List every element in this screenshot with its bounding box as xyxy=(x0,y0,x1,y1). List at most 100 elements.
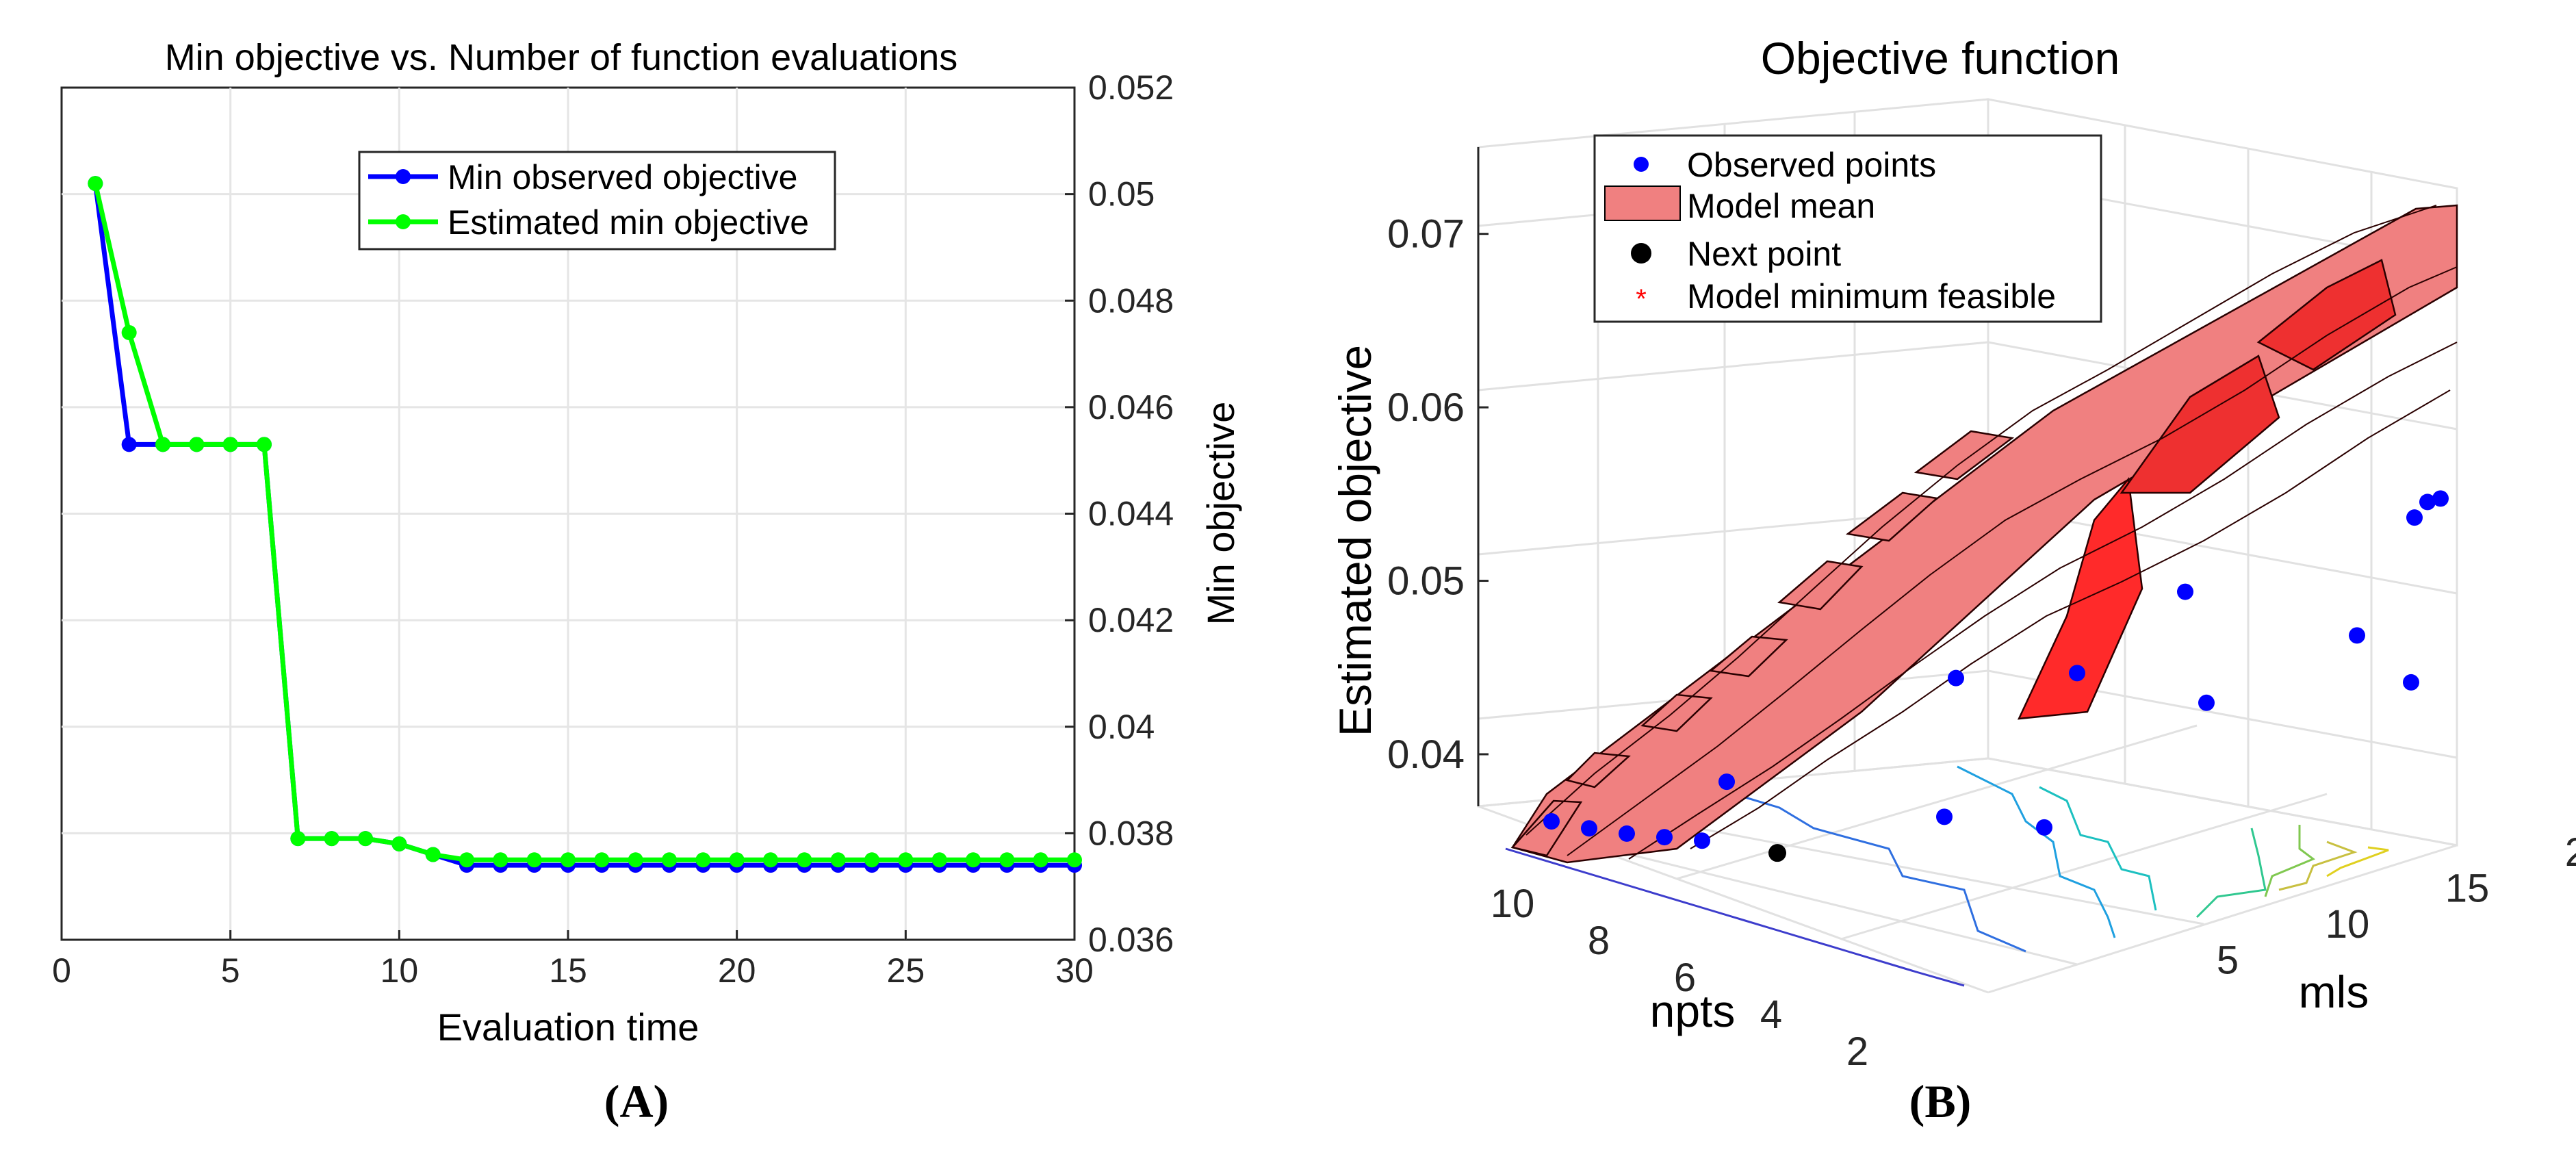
observed-point xyxy=(2069,665,2085,682)
data-point xyxy=(966,852,981,868)
panel-a-legend-box xyxy=(358,151,836,251)
data-point xyxy=(1033,852,1048,868)
y-tick-label: 0.052 xyxy=(1088,68,1174,107)
data-point xyxy=(1067,852,1082,868)
panel-a-y-ticks: 0.036 0.038 0.04 0.042 0.044 0.046 0.048 0.05 0.… xyxy=(1065,68,1174,959)
panel-b-mls-axis-label: mls xyxy=(2299,966,2369,1017)
data-point xyxy=(189,437,205,452)
legend-label-observed-points: Observed points xyxy=(1687,146,1936,184)
x-tick-label: 5 xyxy=(221,951,240,990)
legend-patch-model-mean xyxy=(1604,185,1681,221)
z-tick-label: 0.06 xyxy=(1387,385,1465,430)
panel-b-surface-mesh xyxy=(1525,205,2458,860)
series-estimated-min xyxy=(88,176,1082,868)
data-point xyxy=(729,852,745,868)
box-edge xyxy=(1987,757,2458,847)
npts-tick-label: 2 xyxy=(1846,1029,1868,1074)
surface-patch xyxy=(1709,635,1788,678)
legend-label-model-mean: Model mean xyxy=(1687,187,1875,225)
observed-point xyxy=(2406,509,2423,526)
y-tick-label: 0.044 xyxy=(1088,495,1174,533)
data-point xyxy=(594,852,610,868)
mls-tick-label: 20 xyxy=(2565,830,2576,875)
panel-b-z-ticks: 0.04 0.05 0.06 0.07 xyxy=(1387,212,1489,777)
contour-line xyxy=(2326,846,2389,877)
surface-patch xyxy=(2017,476,2143,720)
y-tick-label: 0.046 xyxy=(1088,388,1174,426)
panel-b-mls-ticks: 5 10 15 20 xyxy=(2217,830,2576,983)
panel-b-legend-box xyxy=(1593,134,2102,323)
observed-point xyxy=(1718,773,1735,791)
mls-tick-label: 15 xyxy=(2445,867,2490,911)
observed-point xyxy=(2349,627,2365,644)
panel-b-label: (B) xyxy=(1909,1075,1972,1127)
observed-point xyxy=(2403,674,2419,691)
y-tick-label: 0.036 xyxy=(1088,921,1174,959)
panel-b-legend: Observed points Model mean Next point * … xyxy=(1593,134,2102,323)
panel-b-surface-chart: 0.04 0.05 0.06 0.07 10 8 6 4 2 5 10 15 20 Objectiv… xyxy=(1330,33,2576,1127)
surface-patch xyxy=(1777,560,1864,611)
data-point xyxy=(290,831,306,847)
observed-point xyxy=(2177,583,2193,600)
contour-line xyxy=(1505,847,1965,987)
mls-tick-label: 5 xyxy=(2217,938,2239,983)
observed-point xyxy=(1656,829,1673,846)
panel-a-series xyxy=(88,176,1082,873)
contour-line xyxy=(1710,786,2026,953)
data-point xyxy=(88,176,103,192)
observed-point xyxy=(2036,819,2052,836)
mesh-line xyxy=(1690,389,2451,849)
panel-a-x-ticks: 0 5 10 15 20 25 30 xyxy=(52,930,1094,990)
npts-tick-label: 4 xyxy=(1760,992,1782,1037)
panel-b-model-mean-surface xyxy=(1510,204,2458,864)
surface-patch xyxy=(2256,259,2397,371)
data-point xyxy=(561,852,576,868)
data-point xyxy=(526,852,542,868)
contour-line xyxy=(2039,786,2157,911)
surface-patch xyxy=(1510,799,1583,857)
mls-tick-label: 10 xyxy=(2326,902,2370,947)
contour-line xyxy=(2264,825,2315,897)
observed-point xyxy=(2198,694,2215,711)
data-point xyxy=(121,324,137,340)
npts-tick-label: 6 xyxy=(1674,956,1696,1000)
surface-patch xyxy=(1640,693,1713,732)
mesh-line xyxy=(1525,205,2437,836)
y-tick-label: 0.04 xyxy=(1088,708,1155,746)
x-tick-label: 25 xyxy=(887,951,925,990)
panel-a-label: (A) xyxy=(604,1075,669,1127)
data-point xyxy=(121,437,137,452)
mesh-line xyxy=(1567,266,2458,856)
panel-a-y-axis-label: Min objective xyxy=(1199,402,1242,626)
box-edge xyxy=(1987,844,2458,994)
floor-grid xyxy=(1840,793,2328,940)
data-point xyxy=(797,852,812,868)
observed-point xyxy=(1543,812,1560,830)
data-point xyxy=(358,831,373,847)
data-point xyxy=(257,437,272,452)
panel-a-line-chart: 0 5 10 15 20 25 30 0.0360.0380.040.0420.0440.0… xyxy=(52,37,1242,1127)
panel-b-floor-contours xyxy=(1505,765,2389,987)
panel-b-z-axis-label: Estimated objective xyxy=(1330,345,1380,736)
legend-label-estimated-min: Estimated min objective xyxy=(448,203,809,242)
x-tick-label: 30 xyxy=(1055,951,1094,990)
data-point xyxy=(628,852,643,868)
legend-marker-min-observed xyxy=(396,169,411,184)
data-point xyxy=(324,831,339,847)
data-point xyxy=(459,852,474,868)
legend-label-min-observed: Min observed objective xyxy=(448,158,797,196)
data-point xyxy=(999,852,1015,868)
mesh-line xyxy=(1628,342,2458,860)
contour-line xyxy=(1957,765,2116,938)
z-tick-label: 0.05 xyxy=(1387,559,1465,604)
npts-tick-label: 8 xyxy=(1588,919,1610,963)
contour-line xyxy=(2195,828,2267,919)
floor-grid xyxy=(1690,825,2204,925)
surface-patch xyxy=(2120,355,2280,494)
y-tick-label: 0.038 xyxy=(1088,814,1174,852)
legend-label-next-point: Next point xyxy=(1687,235,1841,273)
legend-label-model-minimum: Model minimum feasible xyxy=(1687,277,2056,316)
surface-patch xyxy=(1845,491,1939,542)
observed-point xyxy=(1581,820,1597,837)
